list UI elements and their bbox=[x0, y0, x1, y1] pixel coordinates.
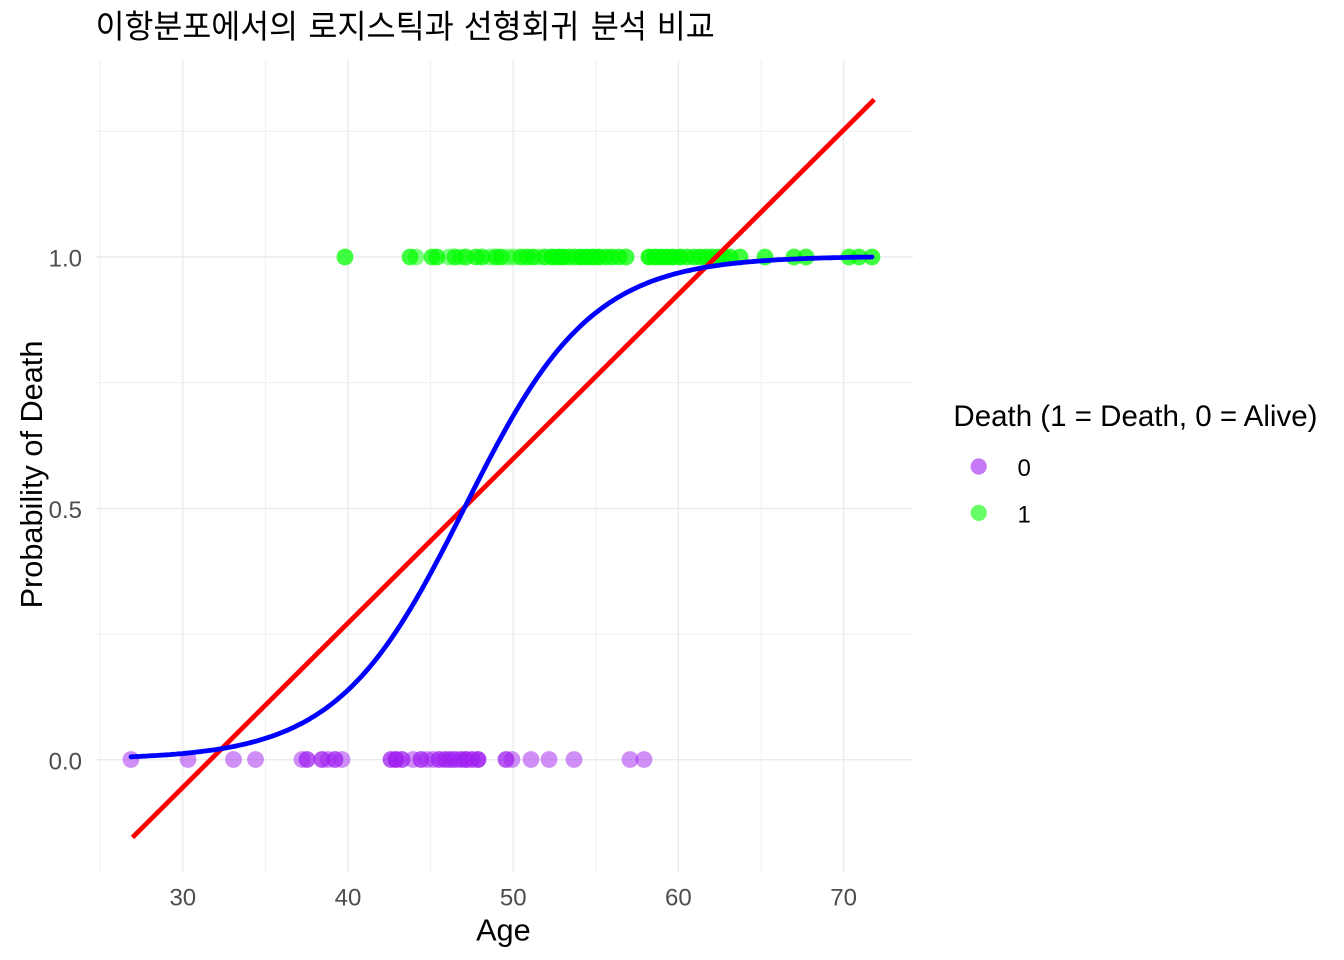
svg-text:1.0: 1.0 bbox=[49, 246, 82, 273]
svg-text:50: 50 bbox=[500, 884, 527, 911]
svg-text:0: 0 bbox=[1018, 455, 1031, 482]
svg-text:Age: Age bbox=[476, 912, 531, 947]
svg-text:40: 40 bbox=[335, 884, 362, 911]
svg-text:0.0: 0.0 bbox=[49, 748, 82, 775]
svg-text:Death (1 = Death, 0 = Alive): Death (1 = Death, 0 = Alive) bbox=[953, 400, 1317, 433]
svg-text:0.5: 0.5 bbox=[49, 497, 82, 524]
svg-text:1: 1 bbox=[1018, 502, 1031, 529]
svg-text:70: 70 bbox=[830, 884, 857, 911]
svg-text:30: 30 bbox=[169, 884, 196, 911]
svg-text:60: 60 bbox=[665, 884, 692, 911]
svg-text:Probability of Death: Probability of Death bbox=[14, 341, 49, 609]
